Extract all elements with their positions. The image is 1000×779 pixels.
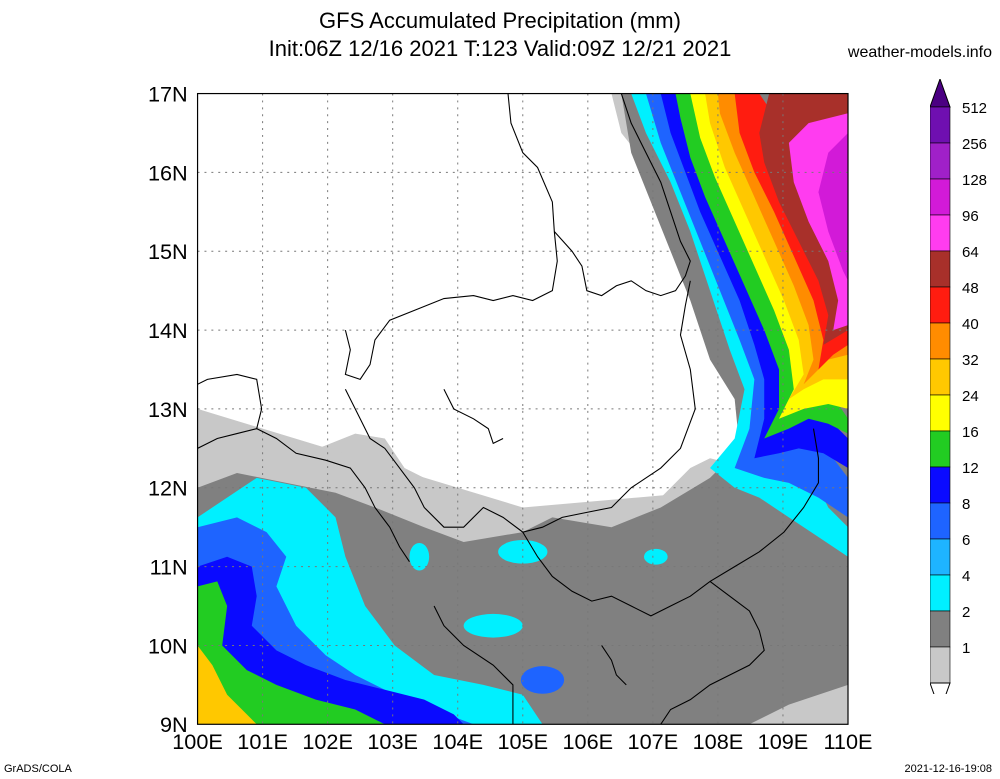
- legend-label: 256: [962, 136, 987, 153]
- legend-label: 8: [962, 496, 970, 513]
- country-borders: [197, 93, 819, 725]
- legend-swatch: [930, 394, 951, 432]
- lat-label: 13N: [148, 397, 188, 422]
- lon-label: 109E: [758, 729, 809, 754]
- lon-label: 100E: [172, 729, 223, 754]
- lat-label: 16N: [148, 160, 188, 185]
- legend-label: 48: [962, 280, 979, 297]
- legend-swatch: [930, 142, 951, 180]
- legend-label: 128: [962, 172, 987, 189]
- legend-swatch: [930, 610, 951, 648]
- legend-swatch: [930, 574, 951, 612]
- footer-timestamp: 2021-12-16-19:08: [904, 763, 992, 775]
- legend-label: 1: [962, 640, 970, 657]
- legend-swatch: [930, 502, 951, 540]
- legend-swatch: [930, 322, 951, 360]
- legend-label: 4: [962, 568, 970, 585]
- lon-label: 103E: [367, 729, 418, 754]
- legend-swatch: [930, 646, 951, 684]
- legend-label: 64: [962, 244, 979, 261]
- lat-label: 14N: [148, 318, 188, 343]
- lon-label: 108E: [693, 729, 744, 754]
- chart-subtitle: Init:06Z 12/16 2021 T:123 Valid:09Z 12/2…: [268, 36, 732, 61]
- lon-label: 104E: [432, 729, 483, 754]
- precip-48mm-area: [734, 93, 848, 370]
- lon-label: 102E: [302, 729, 353, 754]
- legend-swatch: [930, 466, 951, 504]
- legend-label: 12: [962, 460, 979, 477]
- lon-label: 105E: [497, 729, 548, 754]
- legend-label: 6: [962, 532, 970, 549]
- legend-swatch: [930, 538, 951, 576]
- precip-16mm-area: [197, 581, 385, 725]
- chart-title: GFS Accumulated Precipitation (mm): [319, 8, 681, 33]
- lon-label: 110E: [823, 729, 872, 754]
- legend-swatch: [930, 178, 951, 216]
- legend-label: 16: [962, 424, 979, 441]
- footer-credit: GrADS/COLA: [4, 763, 72, 775]
- legend-label: 24: [962, 388, 979, 405]
- map-frame: [196, 92, 849, 725]
- lon-label: 106E: [563, 729, 614, 754]
- legend-swatch: [930, 106, 951, 144]
- latitude-labels: 17N 16N 15N 14N 13N 12N 11N 10N 9N: [148, 81, 188, 737]
- lat-label: 10N: [148, 633, 188, 658]
- legend-label: 96: [962, 208, 979, 225]
- legend-swatch: [930, 286, 951, 324]
- site-credit: weather-models.info: [847, 44, 992, 61]
- precipitation-map: 17N 16N 15N 14N 13N 12N 11N 10N 9N 100E …: [148, 81, 873, 753]
- legend-label: 512: [962, 100, 987, 117]
- legend-swatch: [930, 250, 951, 288]
- lon-label: 101E: [237, 729, 288, 754]
- lat-label: 17N: [148, 81, 188, 106]
- graticule: [197, 93, 848, 725]
- legend-swatch: [930, 214, 951, 252]
- precip-fill-layer: [197, 93, 848, 725]
- lat-label: 12N: [148, 476, 188, 501]
- lat-label: 15N: [148, 239, 188, 264]
- legend-label: 32: [962, 352, 979, 369]
- longitude-labels: 100E 101E 102E 103E 104E 105E 106E 107E …: [172, 729, 872, 754]
- legend-bottom-arrow: [930, 682, 951, 694]
- legend-swatch: [930, 358, 951, 396]
- legend-top-arrow: [930, 79, 951, 108]
- lat-label: 9N: [160, 712, 188, 737]
- lat-label: 11N: [150, 554, 188, 579]
- legend-label: 2: [962, 604, 970, 621]
- legend-label: 40: [962, 316, 979, 333]
- lon-label: 107E: [628, 729, 679, 754]
- legend-swatch: [930, 430, 951, 468]
